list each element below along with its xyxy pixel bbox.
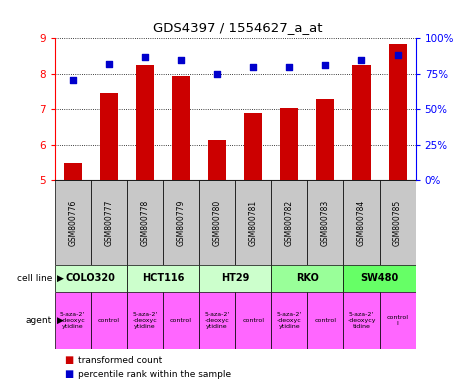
Bar [208, 140, 226, 180]
Bar [316, 99, 334, 180]
Text: GSM800776: GSM800776 [68, 200, 77, 246]
Point [394, 52, 401, 58]
Point [177, 56, 185, 63]
Bar [127, 180, 163, 265]
Bar [244, 113, 262, 180]
Text: ▶: ▶ [57, 274, 64, 283]
Text: transformed count: transformed count [78, 356, 162, 365]
Text: control
l: control l [387, 315, 408, 326]
Text: GSM800781: GSM800781 [249, 200, 257, 246]
Text: ▶: ▶ [57, 316, 64, 325]
Text: agent: agent [26, 316, 52, 325]
Text: GSM800783: GSM800783 [321, 200, 330, 246]
Point [285, 64, 293, 70]
Text: HT29: HT29 [221, 273, 249, 283]
Bar [199, 265, 271, 292]
Text: control: control [170, 318, 192, 323]
Bar [55, 265, 127, 292]
Bar [271, 265, 343, 292]
Bar [380, 292, 416, 349]
Text: 5-aza-2'
-deoxycy
tidine: 5-aza-2' -deoxycy tidine [347, 312, 376, 329]
Text: 5-aza-2'
-deoxyc
ytidine: 5-aza-2' -deoxyc ytidine [132, 312, 158, 329]
Bar [343, 292, 380, 349]
Text: control: control [314, 318, 336, 323]
Bar [199, 180, 235, 265]
Point [358, 56, 365, 63]
Bar [91, 292, 127, 349]
Point [249, 64, 257, 70]
Bar [55, 180, 91, 265]
Text: HCT116: HCT116 [142, 273, 184, 283]
Bar [163, 180, 199, 265]
Bar [199, 292, 235, 349]
Bar [235, 292, 271, 349]
Bar [172, 76, 190, 180]
Bar [271, 292, 307, 349]
Bar [389, 44, 407, 180]
Bar [91, 180, 127, 265]
Text: percentile rank within the sample: percentile rank within the sample [78, 369, 231, 379]
Bar [343, 265, 416, 292]
Bar [235, 180, 271, 265]
Bar [307, 292, 343, 349]
Bar [163, 292, 199, 349]
Point [213, 71, 221, 77]
Bar [280, 108, 298, 180]
Text: ■: ■ [64, 369, 73, 379]
Text: GSM800778: GSM800778 [141, 200, 149, 246]
Point [105, 61, 113, 67]
Bar [127, 265, 199, 292]
Text: control: control [242, 318, 264, 323]
Bar [55, 292, 91, 349]
Text: 5-aza-2'
-deoxyc
ytidine: 5-aza-2' -deoxyc ytidine [60, 312, 86, 329]
Point [141, 54, 149, 60]
Bar [271, 180, 307, 265]
Text: GSM800785: GSM800785 [393, 200, 402, 246]
Bar [100, 93, 118, 180]
Bar [343, 180, 380, 265]
Text: 5-aza-2'
-deoxyc
ytidine: 5-aza-2' -deoxyc ytidine [204, 312, 230, 329]
Bar [64, 163, 82, 180]
Text: GSM800777: GSM800777 [104, 200, 113, 246]
Text: ■: ■ [64, 355, 73, 365]
Point [69, 76, 76, 83]
Text: SW480: SW480 [361, 273, 399, 283]
Text: GSM800780: GSM800780 [213, 200, 221, 246]
Bar [352, 65, 370, 180]
Bar [127, 292, 163, 349]
Text: GSM800784: GSM800784 [357, 200, 366, 246]
Text: RKO: RKO [296, 273, 319, 283]
Bar [307, 180, 343, 265]
Text: GSM800782: GSM800782 [285, 200, 294, 246]
Text: 5-aza-2'
-deoxyc
ytidine: 5-aza-2' -deoxyc ytidine [276, 312, 302, 329]
Text: GDS4397 / 1554627_a_at: GDS4397 / 1554627_a_at [153, 21, 322, 34]
Point [322, 62, 329, 68]
Text: cell line: cell line [17, 274, 52, 283]
Bar [136, 65, 154, 180]
Text: GSM800779: GSM800779 [177, 200, 185, 246]
Text: control: control [98, 318, 120, 323]
Bar [380, 180, 416, 265]
Text: COLO320: COLO320 [66, 273, 116, 283]
